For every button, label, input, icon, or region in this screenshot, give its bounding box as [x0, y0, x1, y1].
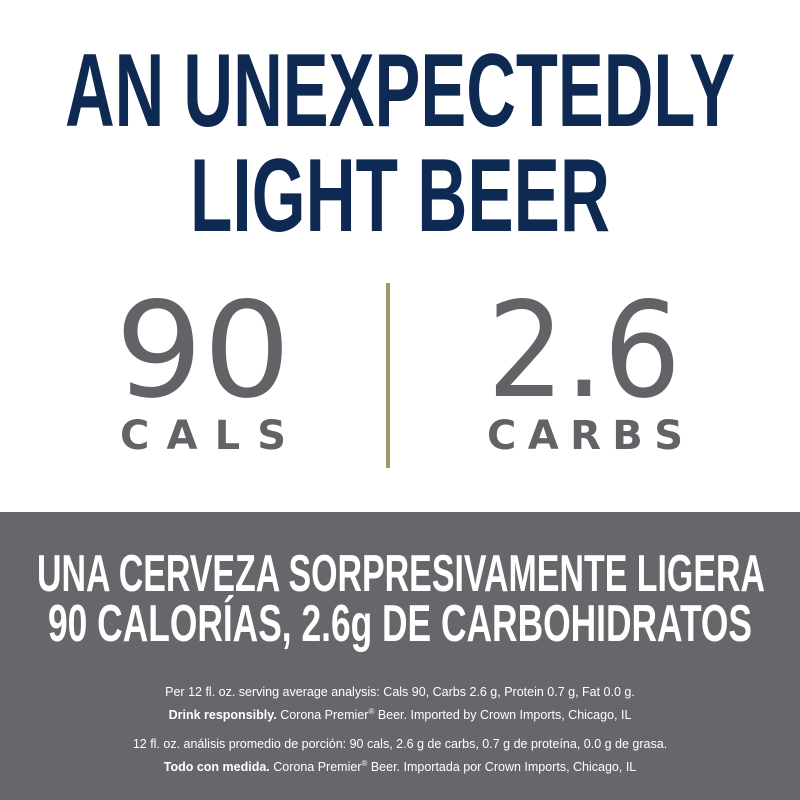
headline: LIGHT BEER — [190, 138, 610, 254]
footnote-legal: Drink responsibly. Corona Premier® Beer.… — [169, 707, 632, 722]
footnote-mark: ® — [368, 707, 374, 716]
spanish-line: 90 CALORÍAS, 2.6g DE CARBOHIDRATOS — [48, 595, 752, 653]
spanish-line: UNA CERVEZA SORPRESIVAMENTE LIGERA — [37, 545, 765, 603]
footnote-analysis: Per 12 fl. oz. serving average analysis:… — [165, 685, 635, 699]
footnote-legal: Todo con medida. Corona Premier® Beer. I… — [164, 759, 637, 774]
stat-value: 2.6 — [487, 274, 681, 428]
top-panel — [0, 0, 800, 512]
footnote-mark: ® — [361, 759, 367, 768]
footnote-analysis: 12 fl. oz. análisis promedio de porción:… — [133, 737, 667, 751]
footnote-rest: Beer. Importada por Crown Imports, Chica… — [367, 760, 636, 774]
stat-value: 90 — [115, 274, 291, 428]
footnote-rest: Beer. Imported by Crown Imports, Chicago… — [374, 708, 631, 722]
divider — [386, 283, 390, 468]
footnote-bold: Todo con medida. — [164, 760, 270, 774]
bottom-panel — [0, 512, 800, 800]
footnote-brand: Corona Premier — [277, 708, 369, 722]
headline: AN UNEXPECTEDLY — [65, 33, 735, 149]
footnote-bold: Drink responsibly. — [169, 708, 277, 722]
footnote-brand: Corona Premier — [270, 760, 362, 774]
